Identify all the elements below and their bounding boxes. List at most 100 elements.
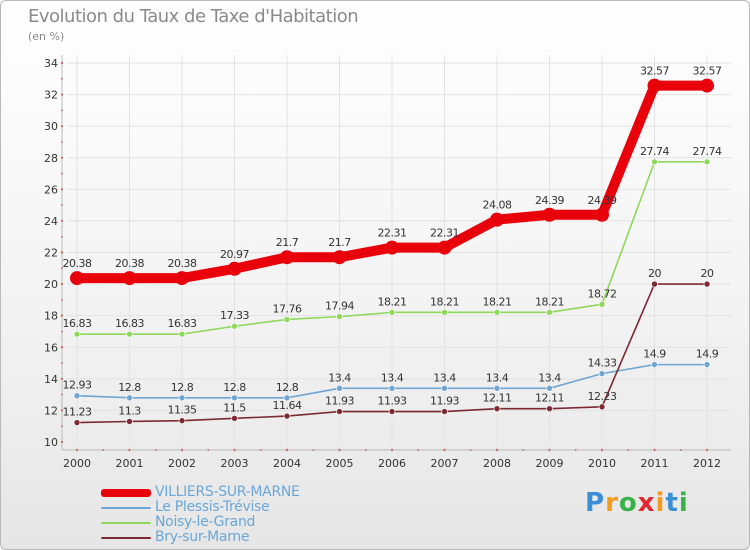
data-label-bry-sur-marne: 20 — [648, 267, 661, 280]
data-point-le-plessis-tr-vise — [231, 394, 238, 402]
data-point-le-plessis-tr-vise — [178, 394, 186, 402]
data-label-bry-sur-marne: 20 — [701, 267, 714, 280]
x-tick-label: 2001 — [116, 457, 144, 470]
data-label-bry-sur-marne: 11.93 — [325, 395, 354, 408]
data-label-noisy-le-grand: 18.21 — [378, 295, 407, 308]
logo-letter: i — [678, 488, 689, 518]
data-label-villiers-sur-marne: 20.38 — [63, 257, 92, 270]
x-tick-label: 2012 — [693, 457, 721, 470]
data-label-le-plessis-tr-vise: 14.9 — [643, 348, 666, 361]
data-point-bry-sur-marne — [441, 408, 448, 415]
data-label-villiers-sur-marne: 32.57 — [693, 65, 722, 78]
legend-label: Noisy-le-Grand — [155, 514, 256, 530]
data-label-villiers-sur-marne: 24.39 — [535, 194, 564, 207]
y-tick-label: 16 — [44, 341, 58, 354]
data-label-le-plessis-tr-vise: 12.93 — [63, 379, 92, 392]
data-point-villiers-sur-marne — [595, 207, 609, 222]
data-point-villiers-sur-marne — [542, 207, 557, 222]
data-label-villiers-sur-marne: 21.7 — [276, 236, 299, 249]
logo-letter: r — [605, 488, 619, 518]
data-label-villiers-sur-marne: 21.7 — [328, 236, 351, 249]
data-point-noisy-le-grand — [336, 313, 343, 320]
data-point-bry-sur-marne — [283, 412, 291, 420]
x-tick-label: 2007 — [431, 457, 459, 470]
data-label-bry-sur-marne: 11.35 — [168, 404, 197, 417]
data-point-bry-sur-marne — [73, 419, 81, 426]
data-label-le-plessis-tr-vise: 12.8 — [223, 381, 246, 394]
data-label-noisy-le-grand: 27.74 — [693, 145, 722, 158]
data-point-le-plessis-tr-vise — [703, 361, 711, 368]
data-label-le-plessis-tr-vise: 12.8 — [118, 381, 141, 394]
data-point-bry-sur-marne — [178, 417, 186, 424]
data-label-villiers-sur-marne: 20.38 — [115, 257, 144, 270]
y-tick-label: 28 — [44, 152, 58, 165]
data-point-le-plessis-tr-vise — [388, 385, 396, 392]
data-label-villiers-sur-marne: 24.39 — [588, 194, 617, 207]
legend-swatch — [101, 507, 151, 509]
series — [70, 78, 714, 426]
data-label-le-plessis-tr-vise: 13.4 — [433, 371, 456, 384]
y-tick-label: 10 — [44, 436, 58, 449]
data-label-noisy-le-grand: 18.72 — [588, 287, 617, 300]
data-label-bry-sur-marne: 11.64 — [273, 399, 302, 412]
data-label-bry-sur-marne: 11.93 — [430, 395, 459, 408]
legend-label: VILLIERS-SUR-MARNE — [155, 484, 300, 500]
data-point-le-plessis-tr-vise — [651, 361, 658, 368]
data-labels: 20.38 20.38 20.38 20.97 21.7 21.7 22.31 22.31 24… — [63, 65, 723, 419]
x-tick-label: 2002 — [168, 457, 196, 470]
legend-swatch — [101, 489, 151, 497]
data-label-noisy-le-grand: 17.76 — [273, 302, 302, 315]
data-label-bry-sur-marne: 11.3 — [118, 404, 141, 417]
y-tick-label: 24 — [44, 215, 58, 228]
data-point-villiers-sur-marne — [122, 271, 137, 286]
logo-letter: P — [585, 488, 606, 518]
x-tick-label: 2003 — [221, 457, 249, 470]
data-label-le-plessis-tr-vise: 13.4 — [538, 371, 561, 384]
x-tick-label: 2006 — [378, 457, 406, 470]
data-point-le-plessis-tr-vise — [546, 385, 553, 392]
y-unit-label: (en %) — [28, 30, 65, 43]
data-label-noisy-le-grand: 18.21 — [483, 295, 512, 308]
y-tick-label: 14 — [44, 373, 58, 386]
data-label-noisy-le-grand: 16.83 — [115, 317, 144, 330]
data-point-noisy-le-grand — [546, 309, 553, 316]
y-tick-label: 18 — [44, 310, 58, 323]
data-label-noisy-le-grand: 18.21 — [430, 295, 459, 308]
data-label-villiers-sur-marne: 20.97 — [220, 248, 249, 261]
data-point-noisy-le-grand — [651, 158, 658, 166]
data-label-villiers-sur-marne: 32.57 — [640, 65, 669, 78]
data-point-villiers-sur-marne — [385, 240, 399, 255]
y-tick-label: 32 — [44, 89, 58, 102]
y-tick-label: 30 — [44, 120, 58, 133]
data-label-le-plessis-tr-vise: 14.33 — [588, 357, 617, 370]
x-tick-label: 2004 — [273, 457, 301, 470]
data-label-noisy-le-grand: 17.94 — [325, 300, 354, 313]
logo-letter: x — [637, 488, 656, 518]
data-label-bry-sur-marne: 12.11 — [535, 392, 564, 405]
data-point-bry-sur-marne — [651, 280, 658, 288]
data-point-bry-sur-marne — [546, 405, 553, 412]
data-label-noisy-le-grand: 16.83 — [168, 317, 197, 330]
data-point-villiers-sur-marne — [280, 250, 294, 265]
data-point-noisy-le-grand — [493, 309, 501, 316]
data-label-le-plessis-tr-vise: 12.8 — [276, 381, 299, 394]
data-point-noisy-le-grand — [126, 330, 133, 338]
data-point-bry-sur-marne — [703, 280, 711, 288]
data-point-villiers-sur-marne — [227, 261, 242, 276]
data-label-villiers-sur-marne: 22.31 — [430, 227, 459, 240]
x-tick-label: 2000 — [63, 457, 91, 470]
data-label-le-plessis-tr-vise: 13.4 — [328, 371, 351, 384]
logo-letter: t — [665, 488, 679, 518]
data-point-le-plessis-tr-vise — [598, 370, 606, 377]
data-point-noisy-le-grand — [231, 322, 238, 330]
legend-swatch — [101, 537, 151, 539]
data-point-bry-sur-marne — [126, 418, 133, 425]
data-point-noisy-le-grand — [283, 316, 291, 323]
y-tick-label: 20 — [44, 278, 58, 291]
x-tick-label: 2008 — [483, 457, 511, 470]
data-point-noisy-le-grand — [441, 309, 448, 316]
x-tick-label: 2005 — [326, 457, 354, 470]
data-point-villiers-sur-marne — [175, 271, 189, 286]
